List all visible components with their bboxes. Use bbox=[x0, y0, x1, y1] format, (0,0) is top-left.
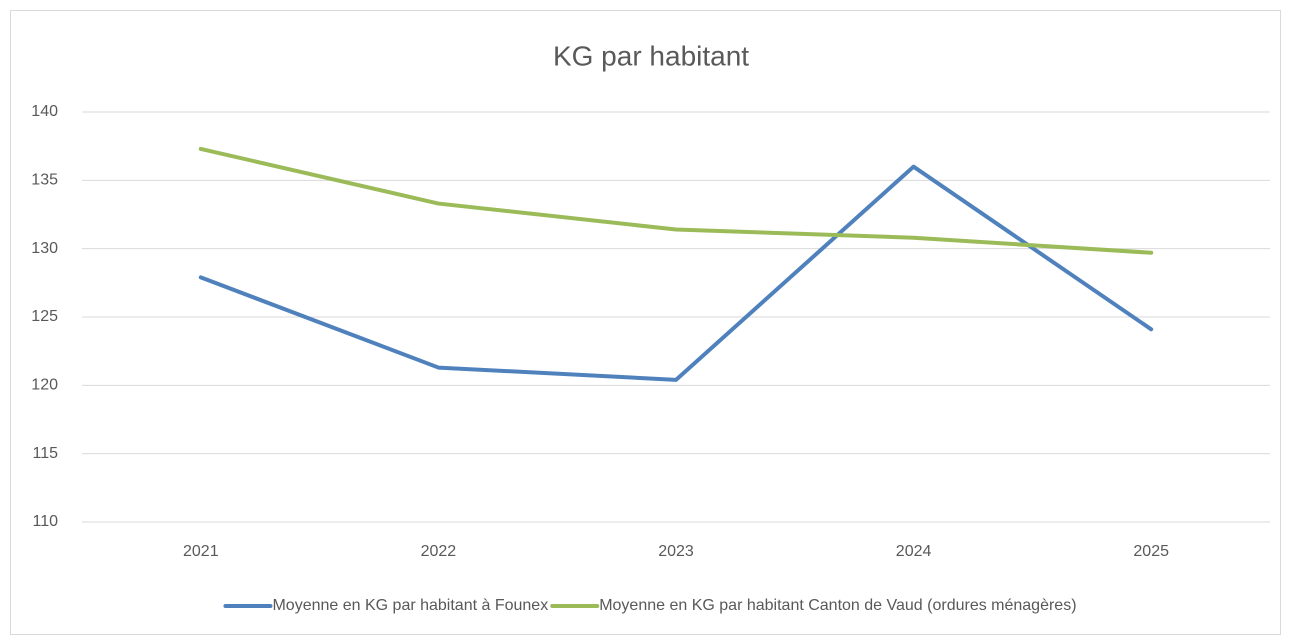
y-tick-label: 120 bbox=[31, 377, 58, 394]
y-tick-label: 130 bbox=[31, 240, 58, 257]
series-line bbox=[198, 164, 1154, 382]
y-tick-label: 125 bbox=[31, 308, 58, 325]
chart-title: KG par habitant bbox=[553, 40, 749, 71]
chart-border bbox=[10, 10, 1281, 635]
x-tick-label: 2024 bbox=[896, 543, 932, 560]
y-tick-label: 140 bbox=[31, 103, 58, 120]
y-tick-label: 135 bbox=[31, 172, 58, 189]
x-tick-label: 2021 bbox=[183, 543, 219, 560]
x-tick-label: 2023 bbox=[658, 543, 694, 560]
y-tick-label: 115 bbox=[32, 445, 58, 462]
series-line bbox=[198, 146, 1154, 255]
legend-label: Moyenne en KG par habitant Canton de Vau… bbox=[599, 597, 1076, 614]
legend-label: Moyenne en KG par habitant à Founex bbox=[272, 597, 548, 614]
y-tick-label: 110 bbox=[32, 513, 58, 530]
x-tick-label: 2022 bbox=[421, 543, 457, 560]
x-tick-label: 2025 bbox=[1133, 543, 1169, 560]
